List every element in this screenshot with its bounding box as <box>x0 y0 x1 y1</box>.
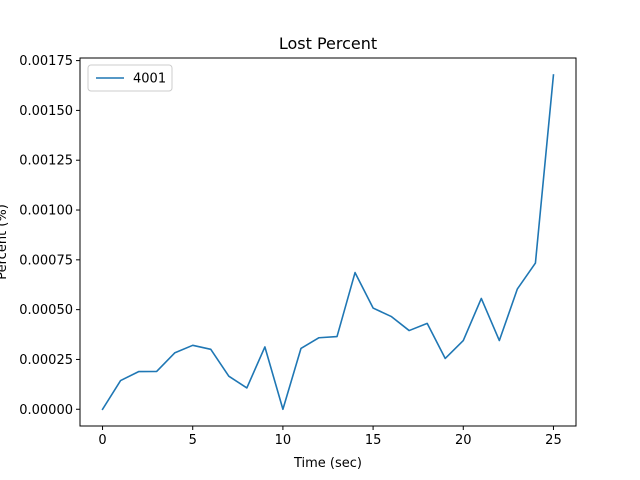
data-point <box>245 386 248 389</box>
data-point <box>137 370 140 373</box>
data-point <box>552 73 555 76</box>
y-tick-label: 0.00050 <box>19 303 73 318</box>
x-tick-label: 0 <box>98 433 106 448</box>
y-axis-label: Percent (%) <box>0 204 10 280</box>
data-point <box>263 345 266 348</box>
data-point <box>498 339 501 342</box>
y-tick-label: 0.00150 <box>19 104 73 119</box>
y-tick-label: 0.00125 <box>19 154 73 169</box>
x-axis-label: Time (sec) <box>293 456 362 471</box>
x-tick-label: 25 <box>545 433 562 448</box>
y-tick-label: 0.00000 <box>19 403 73 418</box>
chart-title: Lost Percent <box>279 34 377 53</box>
data-point <box>119 379 122 382</box>
legend-box <box>87 64 173 92</box>
axes-frame <box>79 57 577 427</box>
data-point <box>299 347 302 350</box>
y-tick-label: 0.00175 <box>19 54 73 69</box>
data-point <box>317 336 320 339</box>
data-point <box>155 370 158 373</box>
legend: 4001 <box>87 64 173 92</box>
data-point <box>101 408 104 411</box>
data-point <box>516 287 519 290</box>
data-point <box>372 307 375 310</box>
x-tick-label: 20 <box>455 433 472 448</box>
data-point <box>444 357 447 360</box>
data-point <box>534 262 537 265</box>
legend-label: 4001 <box>133 72 166 87</box>
x-tick-label: 15 <box>365 433 382 448</box>
data-point <box>462 339 465 342</box>
series-line-4001 <box>101 74 555 411</box>
data-point <box>191 344 194 347</box>
y-tick-label: 0.00075 <box>19 253 73 268</box>
data-point <box>336 335 339 338</box>
data-point <box>227 375 230 378</box>
x-tick-label: 10 <box>275 433 292 448</box>
data-point <box>390 315 393 318</box>
y-tick-label: 0.00025 <box>19 353 73 368</box>
data-point <box>281 408 284 411</box>
data-point <box>480 297 483 300</box>
y-axis-ticks: 0.00000 0.00025 0.00050 0.00075 0.00100 0.001… <box>19 54 80 418</box>
data-point <box>209 348 212 351</box>
data-point <box>426 322 429 325</box>
plot-area <box>101 73 555 411</box>
x-tick-label: 5 <box>189 433 197 448</box>
y-tick-label: 0.00100 <box>19 204 73 219</box>
x-axis-ticks: 0 5 10 15 20 25 <box>98 426 562 448</box>
data-point <box>408 329 411 332</box>
data-point <box>173 351 176 354</box>
data-point <box>354 271 357 274</box>
